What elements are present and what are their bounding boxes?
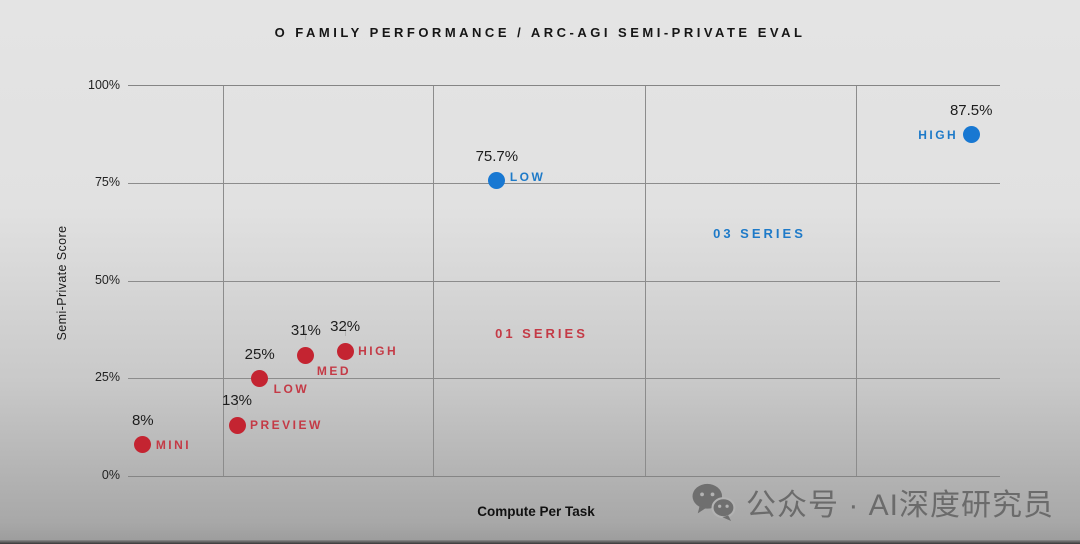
point-o3-high — [962, 126, 980, 144]
series-annotation-o1: 01 SERIES — [495, 325, 588, 341]
value-label-o1-preview: 13% — [221, 392, 253, 410]
bottom-edge — [0, 540, 1080, 544]
v-gridline-2 — [433, 86, 434, 476]
model-name-o1-high: HIGH — [358, 344, 399, 359]
leader-line — [305, 330, 307, 341]
y-tick-0: 0% — [101, 468, 120, 482]
value-label-o3-low: 75.7% — [475, 147, 519, 165]
v-gridline-3 — [645, 86, 646, 476]
x-axis-title: Compute Per Task — [477, 504, 595, 519]
value-label-o1-high: 32% — [330, 318, 361, 336]
point-o1-low — [251, 370, 269, 387]
h-gridline-25 — [128, 378, 1000, 379]
h-gridline-50 — [128, 281, 1000, 282]
value-label-o1-low: 25% — [244, 345, 275, 363]
y-tick-25: 25% — [94, 370, 120, 384]
point-o1-preview — [228, 416, 246, 434]
value-label-o1-mini: 8% — [131, 411, 154, 429]
point-o1-med — [297, 346, 315, 364]
v-gridline-4 — [856, 86, 857, 476]
model-name-o1-mini: MINI — [155, 437, 192, 452]
leader-line — [344, 326, 346, 337]
model-name-o3-low: LOW — [509, 169, 546, 184]
model-name-o3-high: HIGH — [918, 127, 959, 142]
y-tick-75: 75% — [94, 175, 120, 189]
model-name-o1-med: MED — [316, 364, 352, 379]
model-name-o1-low: LOW — [273, 381, 310, 396]
h-gridline-75 — [128, 183, 1000, 184]
y-tick-100: 100% — [88, 78, 120, 92]
wechat-icon — [692, 483, 736, 522]
point-o3-low — [488, 172, 506, 190]
watermark-text: 公众号 · AI深度研究员 — [746, 489, 1055, 522]
chart-title: O FAMILY PERFORMANCE / ARC-AGI SEMI-PRIV… — [274, 25, 806, 40]
y-tick-50: 50% — [94, 273, 120, 287]
plot-area: 8% MINI 13% PREVIEW 25% LOW 31% MED 32% HIGH 01 SE… — [128, 85, 1000, 477]
watermark: 公众号 · AI深度研究员 — [690, 480, 1054, 524]
value-label-o1-med: 31% — [290, 322, 321, 340]
leader-line — [236, 400, 238, 411]
model-name-o1-preview: PREVIEW — [250, 418, 323, 433]
v-gridline-1 — [223, 86, 224, 476]
series-annotation-o3: 03 SERIES — [713, 226, 806, 242]
value-label-o3-high: 87.5% — [949, 101, 993, 119]
point-o1-high — [336, 342, 354, 360]
point-o1-mini — [134, 436, 152, 454]
